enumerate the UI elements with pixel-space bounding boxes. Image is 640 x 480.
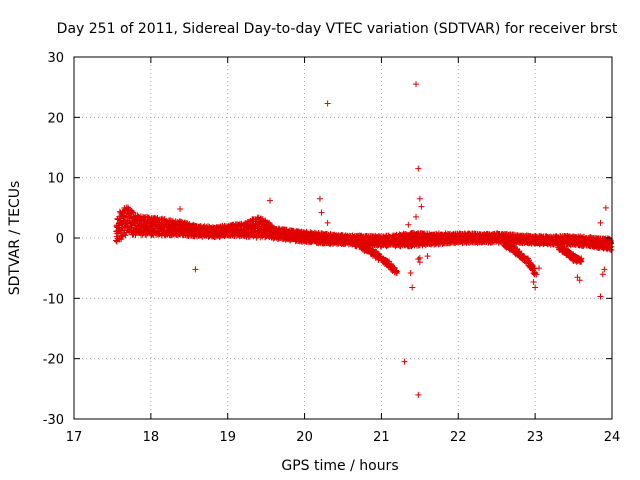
x-tick-label: 24: [604, 430, 621, 445]
x-tick-label: 22: [450, 430, 467, 445]
x-axis-title: GPS time / hours: [281, 458, 398, 474]
chart-title: Day 251 of 2011, Sidereal Day-to-day VTE…: [57, 21, 618, 37]
data-point: [118, 236, 125, 243]
y-tick-label: -30: [43, 413, 64, 428]
x-tick-label: 20: [296, 430, 313, 445]
y-tick-label: 30: [47, 51, 64, 66]
data-points: [113, 81, 615, 398]
data-point: [122, 232, 129, 239]
x-tick-label: 18: [143, 430, 160, 445]
y-tick-label: -10: [43, 292, 64, 307]
y-tick-label: 10: [47, 172, 64, 187]
data-point: [130, 210, 137, 216]
data-point: [129, 209, 136, 216]
x-tick-label: 17: [66, 430, 83, 445]
x-tick-label: 23: [527, 430, 544, 445]
x-tick-label: 21: [373, 430, 390, 445]
y-tick-label: 0: [56, 232, 64, 247]
y-tick-label: 20: [47, 111, 64, 126]
y-axis-title: SDTVAR / TECUs: [7, 181, 23, 296]
x-tick-label: 19: [219, 430, 236, 445]
y-tick-label: -20: [43, 353, 64, 368]
